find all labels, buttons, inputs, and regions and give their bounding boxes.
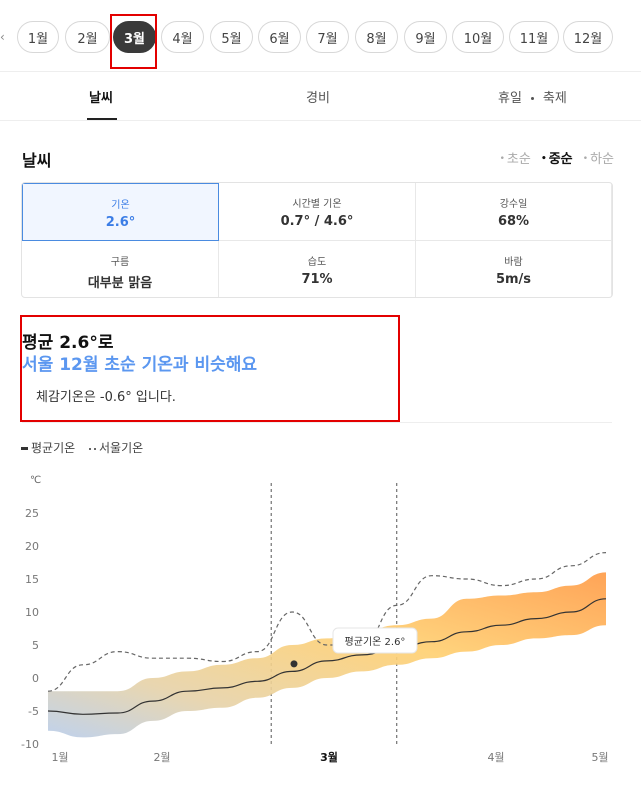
month-chip-2[interactable]: 2월 [65,21,110,53]
summary-subtitle: 서울 12월 초순 기온과 비슷해요 [22,355,258,375]
x-tick-label: 4월 [487,751,504,764]
summary-title: 평균 2.6°로 [22,333,114,353]
season-option-mid[interactable]: • 중순 [540,152,573,167]
temperature-chart: ℃ 25 20 15 10 5 0 -5 -10 평균기온 2.6° 1월 2월 3월 4월 5월 [21,475,609,764]
stat-label: 습도 [307,257,327,268]
divider [22,422,612,423]
tab-festival-label: 축제 [542,91,567,106]
stat-value: 5m/s [495,272,532,287]
y-tick-label: 15 [25,573,39,586]
stat-value: 대부분 맑음 [87,276,153,291]
y-tick-label: 10 [25,606,39,619]
month-chip-1[interactable]: 1월 [17,21,59,53]
stat-label: 기온 [111,200,130,211]
month-chip-9[interactable]: 9월 [404,21,447,53]
tab-cost[interactable]: 경비 [306,91,330,106]
season-filter: • 초순 • 중순 • 하순 [494,148,614,167]
month-chip-8[interactable]: 8월 [355,21,398,53]
month-chip-6[interactable]: 6월 [258,21,301,53]
tab-weather[interactable]: 날씨 [89,91,113,106]
stat-wind: 바람 5m/s [416,241,612,297]
active-tab-indicator [87,118,117,120]
x-tick-label: 2월 [153,751,170,764]
month-chip-11[interactable]: 11월 [509,21,559,53]
separator-dot [530,97,534,100]
stat-hourly-temperature: 시간별 기온 0.7° / 4.6° [219,183,416,241]
month-chip-5[interactable]: 5월 [210,21,253,53]
stat-value: 0.7° / 4.6° [280,214,354,229]
month-chip-7[interactable]: 7월 [306,21,349,53]
season-option-late[interactable]: • 하순 [582,152,614,167]
stat-label: 강수일 [499,199,528,210]
stat-value: 2.6° [105,215,136,230]
month-chip-4[interactable]: 4월 [161,21,204,53]
x-tick-label: 5월 [591,751,608,764]
y-tick-label: 20 [25,540,39,553]
month-chip-12[interactable]: 12월 [563,21,613,53]
tab-holiday-festival[interactable]: 휴일 축제 [498,87,567,106]
seoul-legend-swatch [89,447,96,450]
stat-value: 68% [497,214,530,229]
stat-label: 바람 [504,257,523,268]
month-chip-10[interactable]: 10월 [452,21,504,53]
stat-humidity: 습도 71% [219,241,416,297]
legend-avg: 평균기온 [31,441,76,455]
seoul-temp-line [47,552,607,692]
y-tick-label: 5 [32,639,39,652]
chevron-left-icon[interactable]: ‹ [0,30,5,44]
season-option-early[interactable]: • 초순 [499,152,531,167]
y-unit-label: ℃ [30,475,41,486]
stat-rain-days: 강수일 68% [416,183,612,241]
avg-temp-range-area [48,572,606,738]
y-tick-label: -10 [21,738,39,751]
y-tick-label: 25 [25,507,39,520]
avg-legend-swatch [21,447,28,450]
stat-value: 71% [301,272,333,287]
x-tick-label: 1월 [51,751,68,764]
month-chip-3[interactable]: 3월 [113,21,156,53]
stat-label: 시간별 기온 [292,199,342,210]
feels-like-note: 체감기온은 -0.6° 입니다. [36,390,176,405]
y-tick-label: -5 [28,705,39,718]
avg-temp-line [47,598,607,715]
category-tabs: 날씨 경비 휴일 축제 [0,72,641,121]
selected-point [290,660,298,668]
stat-label: 구름 [110,257,130,268]
month-selector: ‹ 1월 2월 3월 4월 5월 6월 7월 8월 9월 10월 11월 12월 [0,0,641,72]
chart-legend: 평균기온 서울기온 [21,439,143,456]
section-title: 날씨 [22,151,52,170]
tooltip-box [332,627,418,654]
tab-holiday-label: 휴일 [498,91,522,106]
tooltip-text: 평균기온 2.6° [345,636,406,648]
legend-seoul: 서울기온 [99,441,144,455]
stat-temperature[interactable]: 기온 2.6° [22,183,219,241]
x-tick-label: 3월 [320,750,338,764]
y-tick-label: 0 [32,672,39,685]
